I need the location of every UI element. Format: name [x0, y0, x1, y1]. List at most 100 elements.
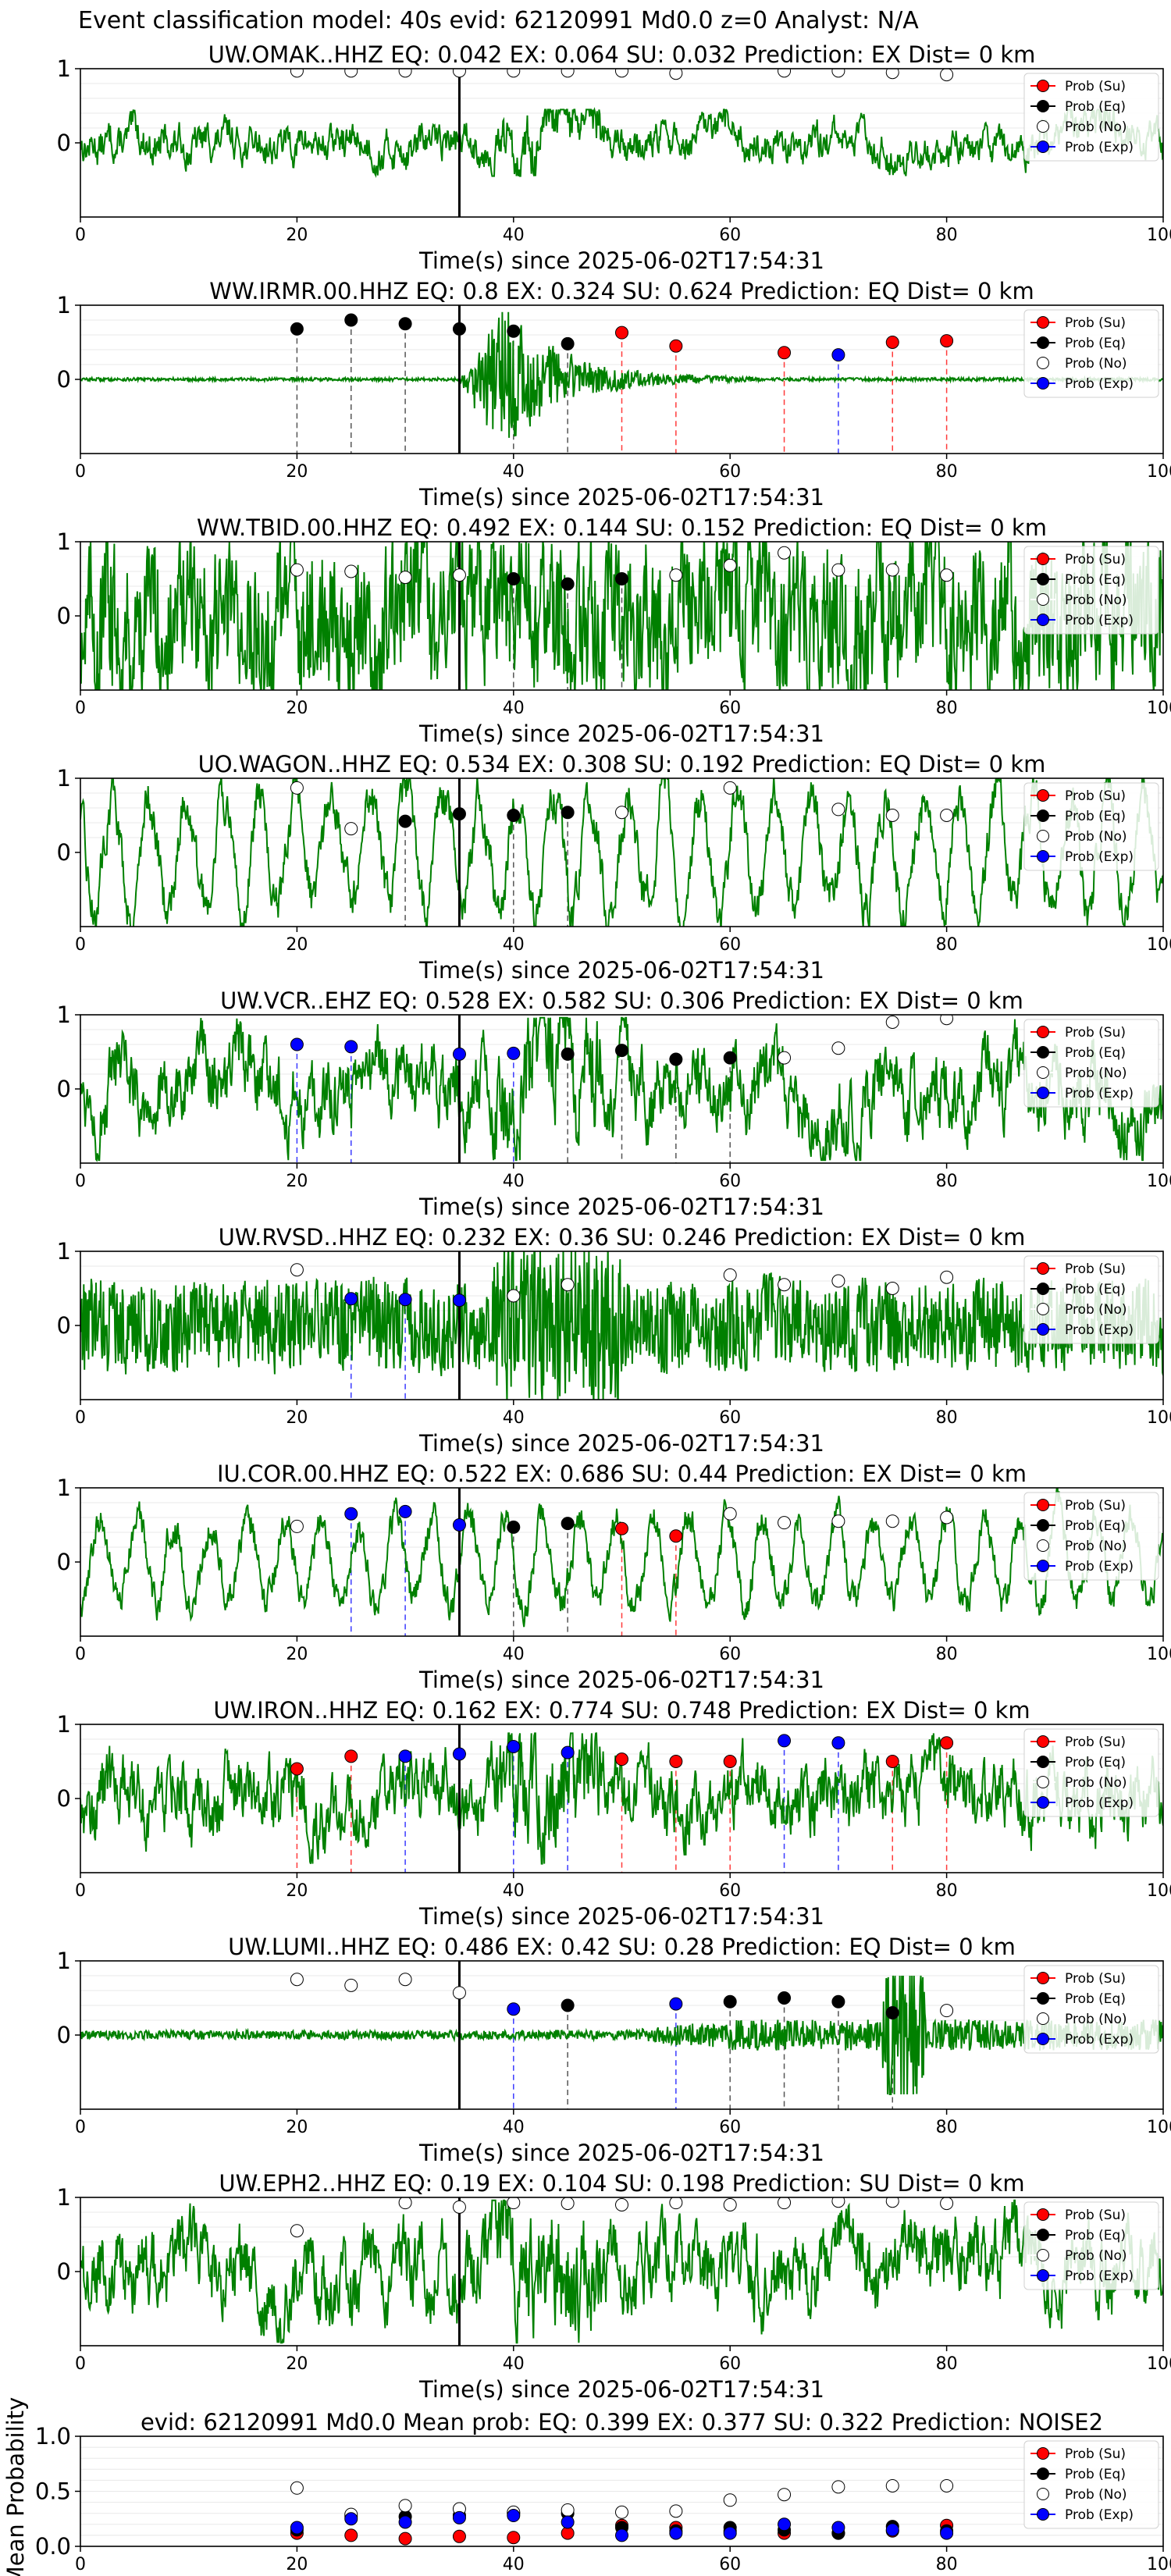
mean-marker-exp: [344, 2512, 358, 2526]
legend-box: [1023, 73, 1159, 162]
waveform-trace: [80, 311, 1163, 438]
prob-marker-eq: [831, 1994, 845, 2008]
prob-marker-exp: [452, 1293, 466, 1308]
axes-frame: [80, 777, 1164, 927]
prob-marker-su: [615, 1752, 628, 1767]
prob-marker-su: [290, 1762, 304, 1776]
legend-marker: [1037, 2249, 1049, 2261]
x-tick-label: 20: [286, 2354, 308, 2374]
x-tick-label: 100: [1147, 226, 1171, 245]
y-tick-label: 0.0: [35, 2533, 71, 2560]
x-tick-label: 60: [719, 935, 741, 955]
panel-title: UW.IRON..HHZ EQ: 0.162 EX: 0.774 SU: 0.7…: [213, 1697, 1030, 1724]
mean-marker-exp: [885, 2523, 899, 2537]
prob-marker-no: [831, 69, 845, 78]
y-tick-label: 1: [57, 528, 71, 555]
x-tick-label: 100: [1147, 462, 1171, 482]
panel-title: UW.LUMI..HHZ EQ: 0.486 EX: 0.42 SU: 0.28…: [228, 1934, 1016, 1960]
prob-marker-su: [940, 1736, 954, 1750]
mean-marker-exp: [507, 2509, 521, 2523]
prob-marker-no: [561, 2197, 575, 2211]
legend-label: Prob (Su): [1065, 788, 1126, 804]
x-axis-label: Time(s) since 2025-06-02T17:54:31: [418, 1903, 824, 1930]
legend-marker: [1037, 1026, 1049, 1038]
legend-label: Prob (Eq): [1065, 572, 1126, 588]
prob-marker-exp: [452, 1047, 466, 1061]
x-tick-label: 80: [936, 935, 958, 955]
legend-marker: [1037, 2033, 1049, 2045]
x-axis-label: Time(s) since 2025-06-02T17:54:31: [418, 2376, 824, 2403]
legend-marker: [1037, 1560, 1049, 1572]
legend-label: Prob (Exp): [1065, 1322, 1134, 1338]
legend-marker: [1037, 2488, 1049, 2500]
prob-marker-no: [940, 69, 954, 82]
prob-marker-su: [885, 1755, 899, 1768]
prob-marker-no: [452, 69, 466, 78]
mean-marker-no: [940, 2478, 954, 2492]
x-tick-label: 20: [286, 2118, 308, 2137]
trace-panel: UW.VCR..EHZ EQ: 0.528 EX: 0.582 SU: 0.30…: [57, 987, 1171, 1220]
x-tick-label: 80: [936, 226, 958, 245]
legend-marker: [1037, 1796, 1049, 1809]
prob-marker-eq: [290, 322, 304, 336]
legend-label: Prob (Su): [1065, 1498, 1126, 1514]
legend-marker: [1037, 1323, 1049, 1336]
prob-marker-no: [669, 568, 683, 582]
legend-marker: [1037, 1539, 1049, 1552]
legend-marker: [1037, 2229, 1049, 2241]
prob-marker-su: [615, 326, 628, 340]
mean-marker-no: [290, 2481, 304, 2495]
y-tick-label: 0: [57, 2258, 71, 2285]
legend-label: Prob (Exp): [1065, 1559, 1134, 1574]
x-tick-label: 40: [503, 2354, 525, 2374]
prob-marker-eq: [561, 1047, 575, 1061]
y-tick-label: 1.0: [35, 2423, 71, 2450]
legend-label: Prob (No): [1065, 2487, 1127, 2503]
legend-label: Prob (Eq): [1065, 2467, 1126, 2482]
prob-marker-no: [940, 1270, 954, 1284]
legend-label: Prob (Exp): [1065, 613, 1134, 628]
legend-box: [1023, 1965, 1159, 2054]
mean-marker-exp: [398, 2515, 412, 2529]
legend-marker: [1037, 1499, 1049, 1511]
mean-marker-no: [398, 2499, 412, 2513]
prob-marker-no: [290, 2224, 304, 2238]
mean-marker-no: [723, 2493, 737, 2507]
prob-marker-no: [940, 568, 954, 582]
legend-marker: [1037, 1066, 1049, 1079]
prob-marker-no: [615, 69, 628, 78]
legend-label: Prob (Eq): [1065, 99, 1126, 115]
legend-label: Prob (Eq): [1065, 1755, 1126, 1770]
prob-marker-no: [669, 2197, 683, 2210]
prob-marker-eq: [723, 1051, 737, 1065]
prob-marker-no: [290, 1263, 304, 1277]
legend-label: Prob (No): [1065, 1775, 1127, 1791]
y-tick-label: 0: [57, 603, 71, 629]
legend: Prob (Su) Prob (Eq) Prob (No) Prob (Exp): [1023, 1255, 1159, 1344]
prob-marker-no: [398, 2197, 412, 2210]
panel-title: UO.WAGON..HHZ EQ: 0.534 EX: 0.308 SU: 0.…: [198, 751, 1046, 777]
legend-label: Prob (Su): [1065, 552, 1126, 568]
prob-marker-exp: [344, 1507, 358, 1521]
mean-marker-exp: [290, 2521, 304, 2535]
legend-marker: [1037, 593, 1049, 606]
prob-marker-su: [778, 346, 792, 360]
prob-marker-no: [344, 69, 358, 78]
x-tick-label: 0: [75, 226, 86, 245]
y-tick-label: 0: [57, 2022, 71, 2048]
legend-label: Prob (Eq): [1065, 336, 1126, 351]
legend-marker: [1037, 830, 1049, 842]
legend-label: Prob (Su): [1065, 2446, 1126, 2462]
prob-marker-no: [290, 563, 304, 577]
prob-marker-su: [669, 1755, 683, 1768]
prob-marker-no: [398, 1973, 412, 1987]
x-tick-label: 20: [286, 1645, 308, 1664]
legend: Prob (Su) Prob (Eq) Prob (No) Prob (Exp): [1023, 309, 1159, 398]
plot-area: [80, 1488, 1163, 1636]
prob-marker-no: [940, 809, 954, 822]
legend-label: Prob (Eq): [1065, 2228, 1126, 2243]
legend-marker: [1037, 1972, 1049, 1984]
y-tick-label: 1: [57, 292, 71, 318]
prob-marker-su: [723, 1755, 737, 1768]
x-tick-label: 60: [719, 226, 741, 245]
